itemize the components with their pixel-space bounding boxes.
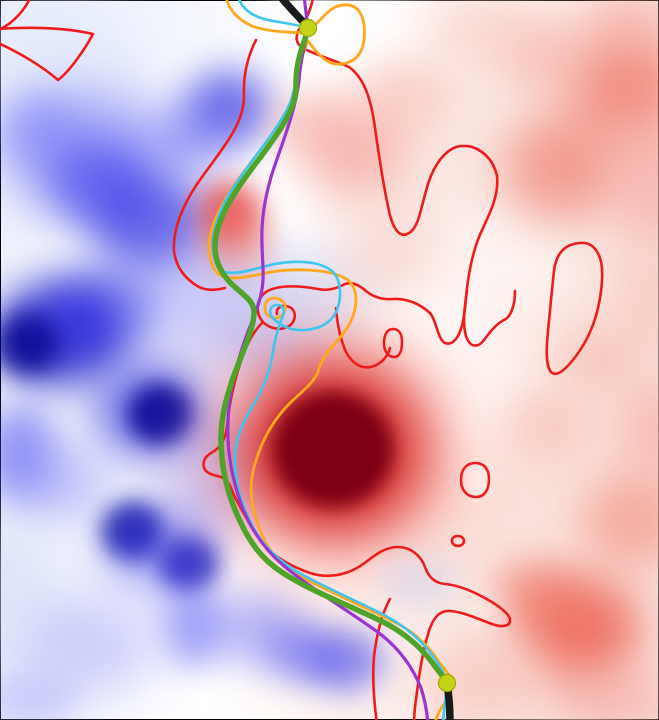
- orange-path: [207, 0, 454, 720]
- red-contour-ring: [459, 461, 491, 499]
- red-contour-dot: [450, 534, 466, 548]
- red-contour-wave: [462, 288, 517, 347]
- red-contour-left-flank: [172, 38, 258, 292]
- red-contour-topleft-tail: [0, 0, 31, 31]
- red-contour-topleft-wedge: [0, 26, 95, 82]
- red-contour-main-snake: [256, 0, 499, 345]
- purple-path: [226, 0, 430, 720]
- red-contour-right-oval: [545, 241, 604, 376]
- endpoint-marker-top: [298, 18, 318, 38]
- endpoint-marker-bottom: [437, 673, 457, 693]
- green-path: [212, 25, 450, 686]
- red-contour-lower-front: [202, 321, 512, 720]
- red-contour-mid-hook: [334, 306, 392, 369]
- red-contour-small-oval: [382, 327, 404, 359]
- cyan-path: [211, 0, 449, 720]
